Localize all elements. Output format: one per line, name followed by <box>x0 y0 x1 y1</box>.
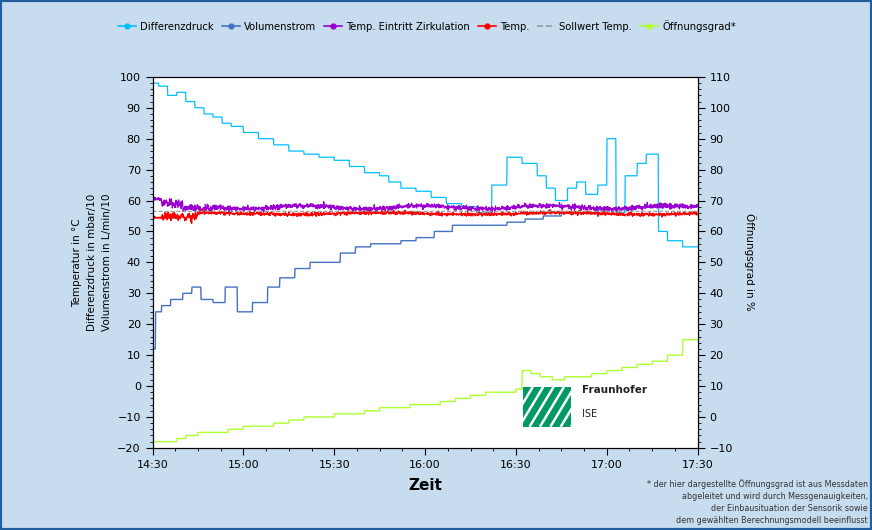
Volumenstrom <box>370 241 380 247</box>
Sollwert Temp. <box>692 208 703 215</box>
Temp. <box>147 213 158 219</box>
Line: Öffnungsgrad*: Öffnungsgrad* <box>153 340 698 441</box>
Temp. Eintritt Zirkulation <box>264 205 275 211</box>
Text: Fraunhofer: Fraunhofer <box>582 385 648 394</box>
Differenzdruck <box>179 89 189 95</box>
Temp. <box>373 209 384 215</box>
Line: Temp. Eintritt Zirkulation: Temp. Eintritt Zirkulation <box>153 197 698 213</box>
Temp. <box>371 211 381 217</box>
Volumenstrom <box>351 244 362 250</box>
Sollwert Temp. <box>263 208 274 215</box>
Temp. Eintritt Zirkulation <box>351 207 362 213</box>
Öffnungsgrad* <box>678 337 688 343</box>
Text: * der hier dargestellte Öffnungsgrad ist aus Messdaten
abgeleitet und wird durch: * der hier dargestellte Öffnungsgrad ist… <box>647 480 868 525</box>
Legend: Differenzdruck, Volumenstrom, Temp. Eintritt Zirkulation, Temp., Sollwert Temp.,: Differenzdruck, Volumenstrom, Temp. Eint… <box>114 15 740 36</box>
Sollwert Temp. <box>372 208 383 215</box>
Differenzdruck <box>263 136 274 142</box>
Temp. Eintritt Zirkulation <box>179 206 189 213</box>
Öffnungsgrad* <box>372 408 383 414</box>
Temp. Eintritt Zirkulation <box>149 194 160 200</box>
Differenzdruck <box>520 160 530 166</box>
Volumenstrom <box>692 204 703 210</box>
Volumenstrom <box>263 284 274 290</box>
Öffnungsgrad* <box>370 408 380 414</box>
Differenzdruck <box>351 163 362 170</box>
Öffnungsgrad* <box>179 436 189 442</box>
Y-axis label: Temperatur in °C
Differenzdruck in mbar/10
Volumenstrom in L/min/10: Temperatur in °C Differenzdruck in mbar/… <box>72 193 112 331</box>
Temp. Eintritt Zirkulation <box>692 202 703 208</box>
Y-axis label: Öffnungsgrad in %: Öffnungsgrad in % <box>744 214 756 311</box>
Temp. <box>179 215 189 221</box>
Temp. Eintritt Zirkulation <box>520 200 530 206</box>
Sollwert Temp. <box>179 208 189 215</box>
Öffnungsgrad* <box>351 411 362 417</box>
Differenzdruck <box>147 80 158 86</box>
Text: ISE: ISE <box>582 410 597 419</box>
Temp. Eintritt Zirkulation <box>370 207 380 213</box>
Sollwert Temp. <box>520 208 530 215</box>
Öffnungsgrad* <box>147 438 158 445</box>
Temp. <box>692 210 703 217</box>
Line: Volumenstrom: Volumenstrom <box>153 207 698 349</box>
Öffnungsgrad* <box>692 337 703 343</box>
Temp. <box>198 206 208 212</box>
Sollwert Temp. <box>351 208 362 215</box>
Sollwert Temp. <box>147 208 158 215</box>
Temp. <box>264 209 275 216</box>
Volumenstrom <box>629 204 639 210</box>
Temp. <box>520 210 530 216</box>
Volumenstrom <box>179 290 189 296</box>
Differenzdruck <box>692 244 703 250</box>
Differenzdruck <box>372 170 383 176</box>
Line: Differenzdruck: Differenzdruck <box>153 83 698 247</box>
Line: Temp.: Temp. <box>153 209 698 223</box>
Differenzdruck <box>370 170 380 176</box>
Temp. Eintritt Zirkulation <box>372 206 383 212</box>
Öffnungsgrad* <box>263 423 274 429</box>
Volumenstrom <box>372 241 383 247</box>
Temp. <box>187 220 197 226</box>
Temp. Eintritt Zirkulation <box>598 209 609 216</box>
Sollwert Temp. <box>370 208 380 215</box>
Temp. <box>352 209 363 216</box>
X-axis label: Zeit: Zeit <box>408 478 442 493</box>
Volumenstrom <box>520 219 530 225</box>
Temp. Eintritt Zirkulation <box>147 197 158 204</box>
Differenzdruck <box>678 244 688 250</box>
Öffnungsgrad* <box>520 367 530 374</box>
Volumenstrom <box>147 346 158 352</box>
